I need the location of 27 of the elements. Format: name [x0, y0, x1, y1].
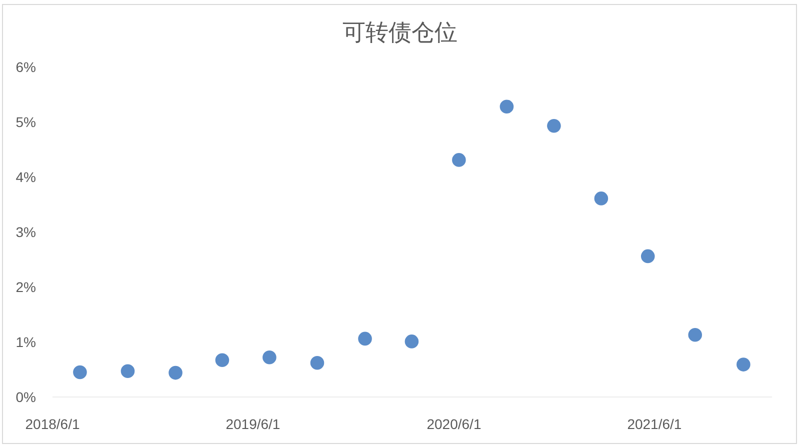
y-tick-label: 0%: [16, 389, 36, 405]
point: [594, 192, 608, 206]
y-tick-label: 2%: [16, 279, 36, 295]
point: [168, 366, 182, 380]
point: [73, 365, 87, 380]
point: [640, 249, 655, 264]
x-tick-label: 2018/6/1: [25, 416, 80, 432]
point: [736, 358, 750, 372]
point: [547, 118, 561, 133]
x-tick-label: 2019/6/1: [226, 416, 280, 432]
y-tick-label: 1%: [16, 334, 36, 350]
point: [452, 153, 466, 167]
point: [500, 100, 514, 114]
y-tick-label: 3%: [16, 224, 36, 240]
point: [262, 350, 276, 364]
point: [404, 334, 419, 348]
point: [215, 353, 230, 368]
y-tick-label: 6%: [16, 59, 36, 75]
point: [120, 364, 135, 378]
y-tick-label: 5%: [16, 114, 36, 130]
x-tick-label: 2020/6/1: [426, 416, 482, 432]
chart-title: 可转债仓位: [342, 19, 458, 45]
point: [688, 328, 702, 342]
point: [310, 356, 324, 370]
y-tick-label: 4%: [16, 169, 36, 185]
x-tick-label: 2021/6/1: [627, 416, 682, 432]
point: [358, 332, 372, 346]
